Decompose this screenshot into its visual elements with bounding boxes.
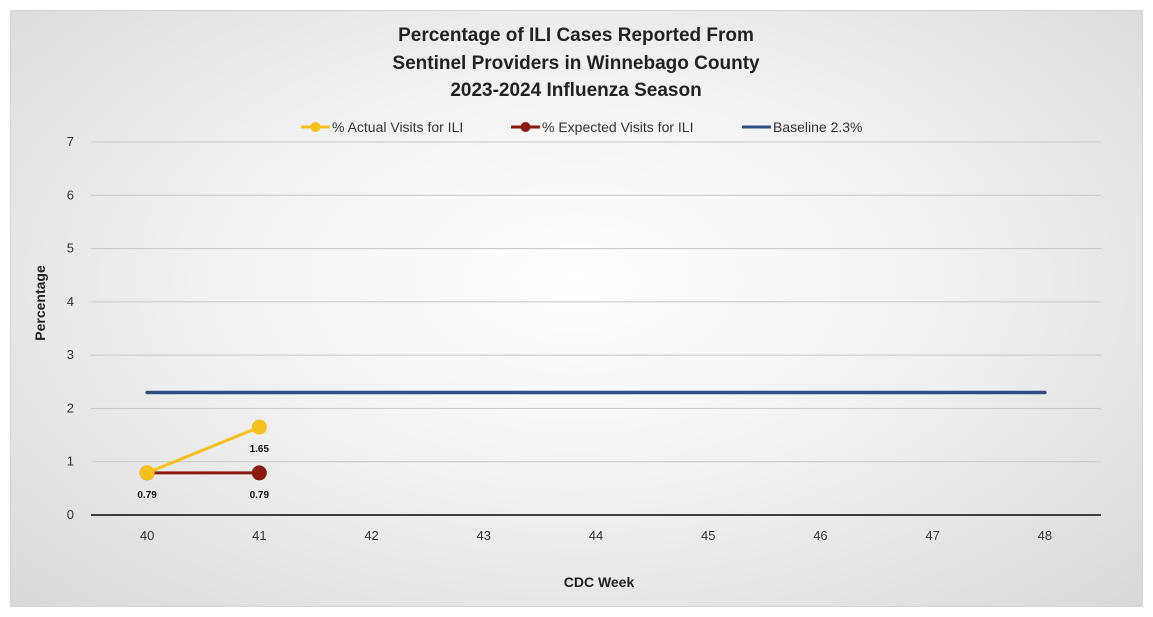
series-0-label-41: 1.65 bbox=[250, 444, 270, 455]
y-tick-label-7: 7 bbox=[67, 134, 74, 149]
y-tick-label-2: 2 bbox=[67, 400, 74, 415]
data-labels: 0.79 0.79 1.65 bbox=[137, 444, 269, 501]
y-tick-label-3: 3 bbox=[67, 347, 74, 362]
y-tick-label-6: 6 bbox=[67, 187, 74, 202]
x-tick-label-43: 43 bbox=[477, 528, 491, 543]
x-tick-label-48: 48 bbox=[1038, 528, 1052, 543]
x-axis-ticks: 40 41 42 43 44 45 46 47 48 bbox=[140, 528, 1052, 543]
x-tick-label-46: 46 bbox=[813, 528, 827, 543]
legend-marker-1 bbox=[520, 122, 531, 132]
series-1-label-40: 0.79 bbox=[137, 490, 157, 501]
x-tick-label-44: 44 bbox=[589, 528, 603, 543]
x-axis-title: CDC Week bbox=[564, 574, 635, 590]
legend-label-2: Baseline 2.3% bbox=[773, 119, 863, 135]
x-tick-label-45: 45 bbox=[701, 528, 715, 543]
y-tick-label-1: 1 bbox=[67, 454, 74, 469]
y-axis-ticks: 0 1 2 3 4 5 6 7 bbox=[67, 134, 74, 522]
gridlines bbox=[91, 141, 1101, 516]
series-0-point-40 bbox=[139, 465, 155, 481]
chart-title: Percentage of ILI Cases Reported From Se… bbox=[392, 25, 760, 101]
series-0-point-41 bbox=[251, 419, 267, 435]
chart-title-line-2: Sentinel Providers in Winnebago County bbox=[392, 53, 760, 74]
x-tick-label-47: 47 bbox=[925, 528, 939, 543]
chart-svg: Percentage of ILI Cases Reported From Se… bbox=[32, 25, 1101, 590]
legend-label-1: % Expected Visits for ILI bbox=[542, 119, 693, 135]
chart-area: Percentage of ILI Cases Reported From Se… bbox=[10, 10, 1143, 607]
x-tick-label-41: 41 bbox=[252, 528, 266, 543]
y-axis-title: Percentage bbox=[32, 265, 48, 341]
series-1-point-41 bbox=[251, 465, 267, 481]
legend: % Actual Visits for ILI % Expected Visits… bbox=[301, 119, 863, 135]
chart-title-line-3: 2023-2024 Influenza Season bbox=[450, 80, 701, 101]
y-tick-label-0: 0 bbox=[67, 507, 74, 522]
y-tick-label-5: 5 bbox=[67, 241, 74, 256]
x-tick-label-42: 42 bbox=[364, 528, 378, 543]
y-tick-label-4: 4 bbox=[67, 294, 74, 309]
series-layer bbox=[139, 390, 1047, 481]
legend-label-0: % Actual Visits for ILI bbox=[332, 119, 463, 135]
x-tick-label-40: 40 bbox=[140, 528, 154, 543]
legend-marker-0 bbox=[310, 122, 321, 132]
series-0-line bbox=[145, 425, 261, 475]
chart-title-line-1: Percentage of ILI Cases Reported From bbox=[398, 25, 754, 46]
series-1-label-41: 0.79 bbox=[250, 490, 270, 501]
